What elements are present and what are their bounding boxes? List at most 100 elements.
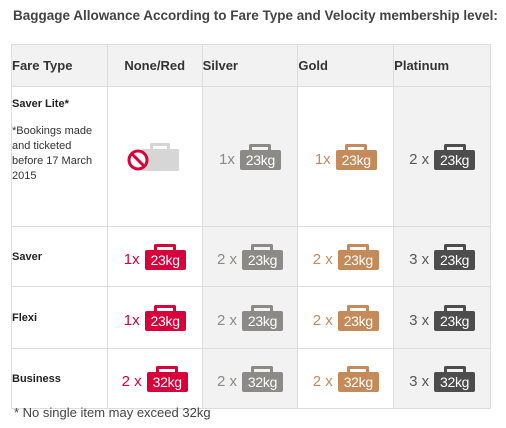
bag-weight: 23kg [337,310,379,331]
table-row: Business 2 x 32kg 2 x 32kg [11,348,491,409]
suitcase-icon: 32kg [241,365,283,392]
suitcase-handle [251,304,274,311]
allowance: 2 x 23kg [312,304,379,331]
suitcase-handle [154,243,177,250]
bag-quantity: 1x [123,250,140,268]
suitcase-handle [251,365,274,372]
bag-weight: 23kg [434,149,476,170]
silver-cell: 2 x 23kg [201,286,299,349]
allowance: 2 x 23kg [217,243,283,270]
fare-type-label: Flexi [12,311,38,324]
bag-weight: 23kg [144,310,186,331]
suitcase-icon: 23kg [144,243,186,270]
allowance: 3 x 32kg [409,365,476,392]
allowance: 2 x 32kg [216,365,283,392]
bag-weight: 32kg [337,371,379,392]
bag-weight: 32kg [434,371,476,392]
suitcase-icon: 23kg [434,304,476,331]
bag-weight: 23kg [434,310,476,331]
bag-weight: 32kg [241,371,283,392]
fare-type-cell: Business [11,348,108,409]
bag-weight: 23kg [335,149,377,170]
suitcase-handle [347,243,370,250]
table-header-row: Fare Type None/Red Silver Gold Platinum [11,44,491,87]
suitcase-handle [347,365,370,372]
page-title: Baggage Allowance According to Fare Type… [13,8,498,23]
bag-quantity: 1x [123,311,140,329]
suitcase-icon: 23kg [337,243,379,270]
platinum-cell: 3 x 23kg [393,286,491,349]
platinum-cell: 3 x 23kg [393,226,491,287]
none-red-cell [106,86,203,227]
allowance: 1x 23kg [219,143,281,170]
suitcase-icon: 23kg [434,243,476,270]
header-platinum: Platinum [393,44,491,87]
allowance: 1x 23kg [123,243,186,270]
suitcase-icon: 32kg [337,365,379,392]
header-silver: Silver [201,44,299,87]
not-included-indicator [127,137,183,171]
silver-cell: 2 x 23kg [201,226,299,287]
bag-quantity: 2 x [121,372,142,390]
fare-type-cell: Flexi [11,286,108,349]
no-entry-icon [127,149,149,171]
none-red-cell: 1x 23kg [106,226,203,287]
allowance: 2 x 32kg [121,365,188,392]
suitcase-handle [443,143,466,150]
platinum-cell: 3 x 32kg [393,348,491,409]
bag-quantity: 3 x [409,311,430,329]
allowance: 1x 23kg [315,143,377,170]
footnote: * No single item may exceed 32kg [14,405,211,420]
suitcase-handle [249,143,272,150]
bag-quantity: 2 x [312,372,333,390]
suitcase-handle [154,304,177,311]
suitcase-handle [347,304,370,311]
suitcase-icon: 32kg [434,365,476,392]
gold-cell: 2 x 23kg [297,286,395,349]
gold-cell: 2 x 32kg [297,348,395,409]
suitcase-icon: 23kg [335,143,377,170]
bag-quantity: 2 x [312,311,333,329]
table-row: Flexi 1x 23kg 2 x 23kg [11,286,491,349]
suitcase-icon: 23kg [144,304,186,331]
bag-quantity: 2 x [409,150,430,168]
allowance: 3 x 23kg [409,243,476,270]
gold-cell: 2 x 23kg [297,226,395,287]
suitcase-handle [251,243,274,250]
bag-weight: 23kg [241,310,283,331]
suitcase-icon [149,143,170,149]
suitcase-icon: 23kg [241,304,283,331]
allowance: 3 x 23kg [409,304,476,331]
none-red-cell: 1x 23kg [106,286,203,349]
bag-quantity: 1x [219,150,235,168]
suitcase-icon [140,149,179,171]
fare-type-cell: Saver [11,226,108,287]
allowance: 2 x 23kg [217,304,283,331]
baggage-allowance-table: Fare Type None/Red Silver Gold Platinum … [11,44,491,409]
bag-quantity: 2 x [312,250,333,268]
suitcase-handle [443,365,466,372]
fare-type-label: Saver [12,250,42,263]
suitcase-icon: 23kg [241,243,283,270]
allowance: 2 x 23kg [312,243,379,270]
header-none-red: None/Red [106,44,203,87]
allowance: 2 x 23kg [409,143,476,170]
bag-weight: 23kg [144,249,186,270]
suitcase-handle [156,365,179,372]
bag-quantity: 2 x [216,372,237,390]
bag-weight: 32kg [146,371,188,392]
header-gold: Gold [297,44,395,87]
suitcase-icon: 23kg [239,143,281,170]
gold-cell: 1x 23kg [297,86,395,227]
fare-type-label: Saver Lite* [12,98,69,110]
none-red-cell: 2 x 32kg [106,348,203,409]
bag-weight: 23kg [239,149,281,170]
bag-weight: 23kg [241,249,283,270]
suitcase-handle [443,243,466,250]
silver-cell: 2 x 32kg [201,348,299,409]
suitcase-icon: 32kg [146,365,188,392]
table-row: Saver 1x 23kg 2 x 23kg [11,226,491,287]
fare-type-label: Business [12,372,61,385]
bag-quantity: 3 x [409,250,430,268]
allowance: 1x 23kg [123,304,186,331]
